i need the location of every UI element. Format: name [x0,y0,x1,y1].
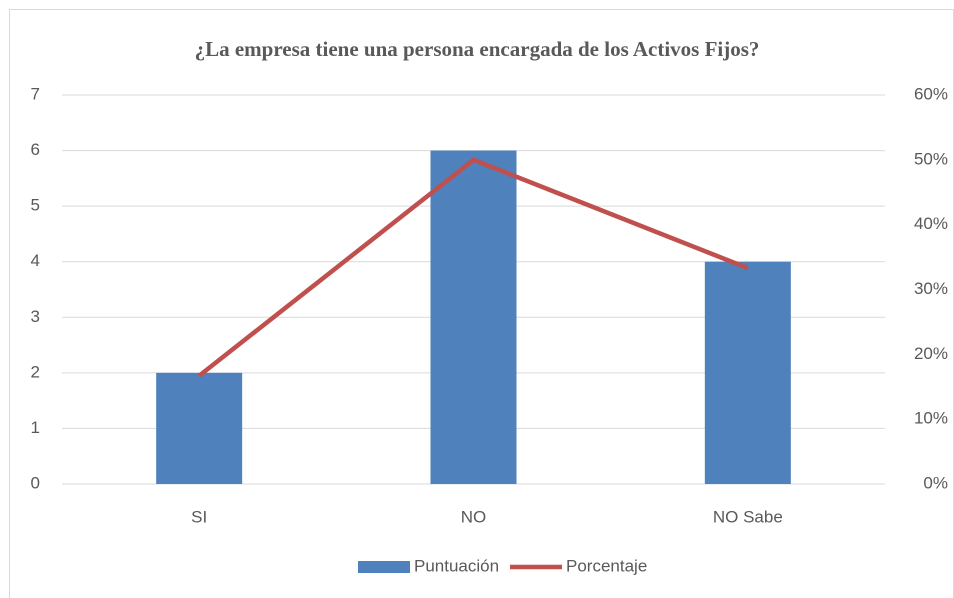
y2-tick-label: 0% [923,473,948,492]
y-tick-label: 2 [31,362,40,381]
x-tick-label: SI [191,507,207,526]
y-tick-label: 0 [31,473,40,492]
y-tick-label: 6 [31,140,40,159]
bar [430,150,517,485]
y-tick-label: 1 [31,418,40,437]
line [197,157,749,378]
y2-tick-label: 10% [914,409,948,428]
chart-title: ¿La empresa tiene una persona encargada … [195,37,760,61]
y2-tick-label: 30% [914,279,948,298]
y2-tick-label: 50% [914,149,948,168]
y2-tick-label: 20% [914,344,948,363]
y2-tick-label: 40% [914,214,948,233]
bar [704,261,791,484]
x-tick-label: NO Sabe [713,507,783,526]
y-tick-label: 7 [31,84,40,103]
bar [156,372,243,484]
y-tick-label: 4 [31,251,40,270]
legend-swatch [358,561,410,573]
legend-label: Puntuación [414,556,499,575]
y-tick-label: 3 [31,307,40,326]
legend-label: Porcentaje [566,556,647,575]
y-tick-label: 5 [31,196,40,215]
x-tick-label: NO [461,507,487,526]
y2-tick-label: 60% [914,84,948,103]
